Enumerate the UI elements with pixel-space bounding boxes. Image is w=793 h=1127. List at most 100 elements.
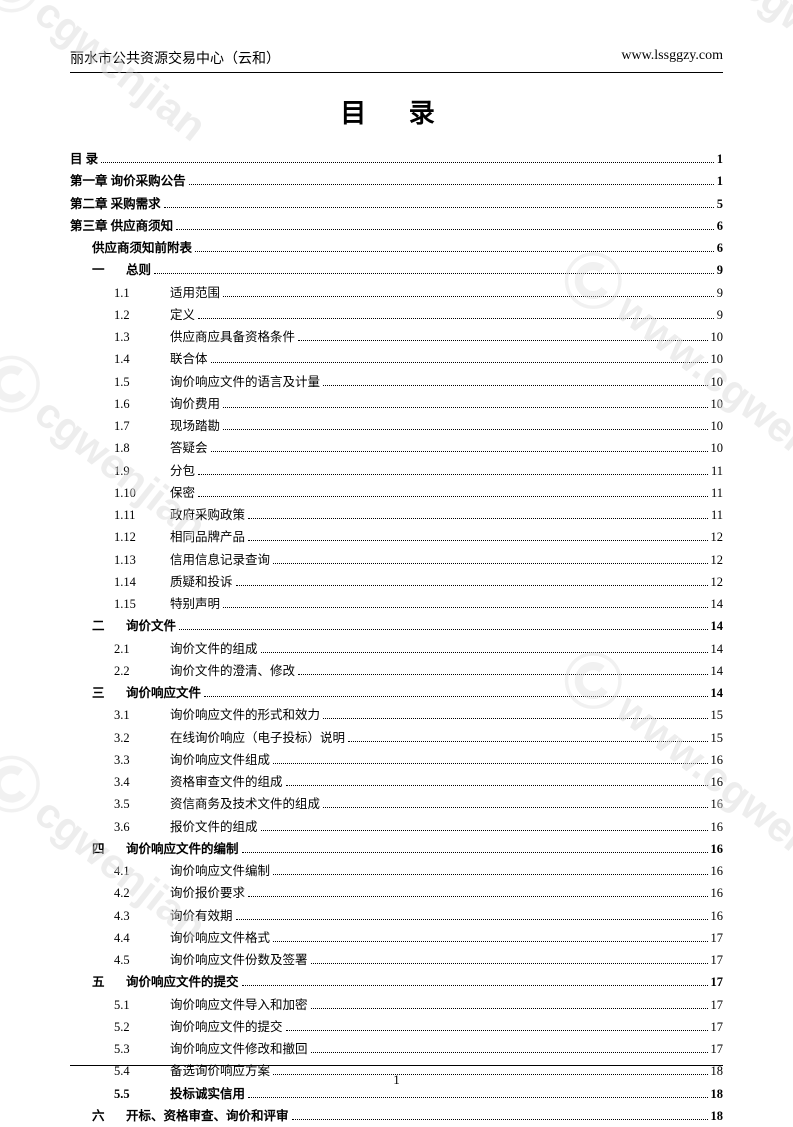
toc-text: 询价响应文件的提交 (126, 975, 239, 989)
toc-leader (198, 318, 714, 319)
toc-page: 6 (717, 215, 723, 237)
toc-label: 1.9分包 (114, 460, 195, 482)
toc-page: 9 (717, 259, 723, 281)
toc-number: 1.9 (114, 460, 170, 482)
toc-page: 17 (711, 1038, 724, 1060)
toc-row: 4.5询价响应文件份数及签署17 (70, 949, 723, 971)
toc-page: 17 (711, 994, 724, 1016)
toc-number: 3.5 (114, 793, 170, 815)
toc-page: 12 (711, 549, 724, 571)
toc-leader (273, 563, 707, 564)
toc-page: 17 (711, 971, 724, 993)
toc-number: 5.2 (114, 1016, 170, 1038)
page-footer: 1 (0, 1065, 793, 1088)
toc-page: 16 (711, 816, 724, 838)
toc-row: 5.3询价响应文件修改和撤回 17 (70, 1038, 723, 1060)
toc-text: 询价费用 (170, 397, 220, 411)
toc-number: 1.8 (114, 437, 170, 459)
toc-page: 15 (711, 704, 724, 726)
toc-page: 16 (711, 905, 724, 927)
toc-leader (311, 963, 708, 964)
toc-page: 11 (711, 460, 723, 482)
toc-row: 1.9分包 11 (70, 460, 723, 482)
toc-row: 5.1询价响应文件导入和加密17 (70, 994, 723, 1016)
toc-row: 3.6报价文件的组成16 (70, 816, 723, 838)
toc-page: 11 (711, 482, 723, 504)
toc-row: 1.14质疑和投诉 12 (70, 571, 723, 593)
toc-page: 10 (711, 326, 724, 348)
toc-number: 1.15 (114, 593, 170, 615)
toc-page: 14 (711, 682, 724, 704)
toc-leader (311, 1008, 708, 1009)
toc-row: 1.4联合体10 (70, 348, 723, 370)
toc-leader (223, 607, 707, 608)
toc-text: 分包 (170, 464, 195, 478)
toc-row: 1.12相同品牌产品12 (70, 526, 723, 548)
toc-page: 11 (711, 504, 723, 526)
toc-row: 3.1询价响应文件的形式和效力15 (70, 704, 723, 726)
toc-label: 1.10保密 (114, 482, 195, 504)
toc-text: 询价响应文件导入和加密 (170, 998, 308, 1012)
toc-label: 1.7现场踏勘 (114, 415, 220, 437)
toc-number: 1.7 (114, 415, 170, 437)
toc-label: 1.8答疑会 (114, 437, 208, 459)
toc-leader (198, 496, 708, 497)
toc-row: 供应商须知前附表6 (70, 237, 723, 259)
toc-number: 1.14 (114, 571, 170, 593)
toc-number: 1.10 (114, 482, 170, 504)
toc-label: 目 录 (70, 148, 98, 170)
toc-leader (179, 629, 707, 630)
toc-text: 询价文件的澄清、修改 (170, 664, 295, 678)
toc-page: 9 (717, 304, 723, 326)
toc-row: 3.2在线询价响应（电子投标）说明15 (70, 727, 723, 749)
toc-number: 3.1 (114, 704, 170, 726)
toc-row: 1.11政府采购政策11 (70, 504, 723, 526)
toc-row: 4.3询价有效期16 (70, 905, 723, 927)
toc-label: 第三章 供应商须知 (70, 215, 173, 237)
toc-page: 10 (711, 437, 724, 459)
toc-text: 目 录 (70, 152, 98, 166)
toc-page: 9 (717, 282, 723, 304)
toc-leader (248, 540, 707, 541)
toc-leader (198, 474, 708, 475)
toc-leader (242, 985, 708, 986)
toc-label: 1.3供应商应具备资格条件 (114, 326, 295, 348)
toc-page: 12 (711, 571, 724, 593)
toc-row: 1.8答疑会 10 (70, 437, 723, 459)
toc-label: 1.14质疑和投诉 (114, 571, 233, 593)
toc-label: 2.2询价文件的澄清、修改 (114, 660, 295, 682)
toc-page: 10 (711, 415, 724, 437)
toc-text: 询价文件 (126, 619, 176, 633)
toc-text: 询价响应文件组成 (170, 753, 270, 767)
toc-label: 4.1询价响应文件编制 (114, 860, 270, 882)
toc-leader (286, 785, 708, 786)
toc-row: 二询价文件14 (70, 615, 723, 637)
toc-label: 第一章 询价采购公告 (70, 170, 186, 192)
toc-row: 3.5资信商务及技术文件的组成16 (70, 793, 723, 815)
toc-label: 供应商须知前附表 (92, 237, 192, 259)
toc-text: 第二章 采购需求 (70, 197, 161, 211)
toc-page: 12 (711, 526, 724, 548)
toc-label: 三询价响应文件 (92, 682, 201, 704)
toc-text: 询价响应文件格式 (170, 931, 270, 945)
watermark: cgwenjian (0, 0, 218, 155)
toc-number: 4.5 (114, 949, 170, 971)
toc-leader (298, 340, 707, 341)
toc-label: 1.5询价响应文件的语言及计量 (114, 371, 320, 393)
toc-page: 14 (711, 615, 724, 637)
toc-label: 3.4资格审查文件的组成 (114, 771, 283, 793)
toc-leader (348, 741, 707, 742)
toc-label: 4.4询价响应文件格式 (114, 927, 270, 949)
toc-number: 1.6 (114, 393, 170, 415)
toc-row: 2.1询价文件的组成14 (70, 638, 723, 660)
toc-leader (248, 1097, 707, 1098)
toc-label: 5.3询价响应文件修改和撤回 (114, 1038, 308, 1060)
toc-row: 1.1适用范围9 (70, 282, 723, 304)
toc-row: 2.2询价文件的澄清、修改14 (70, 660, 723, 682)
toc-text: 保密 (170, 486, 195, 500)
toc-row: 5.2询价响应文件的提交17 (70, 1016, 723, 1038)
toc-leader (223, 429, 707, 430)
toc-number: 三 (92, 682, 126, 704)
toc-label: 六开标、资格审查、询价和评审 (92, 1105, 289, 1127)
toc-number: 六 (92, 1105, 126, 1127)
